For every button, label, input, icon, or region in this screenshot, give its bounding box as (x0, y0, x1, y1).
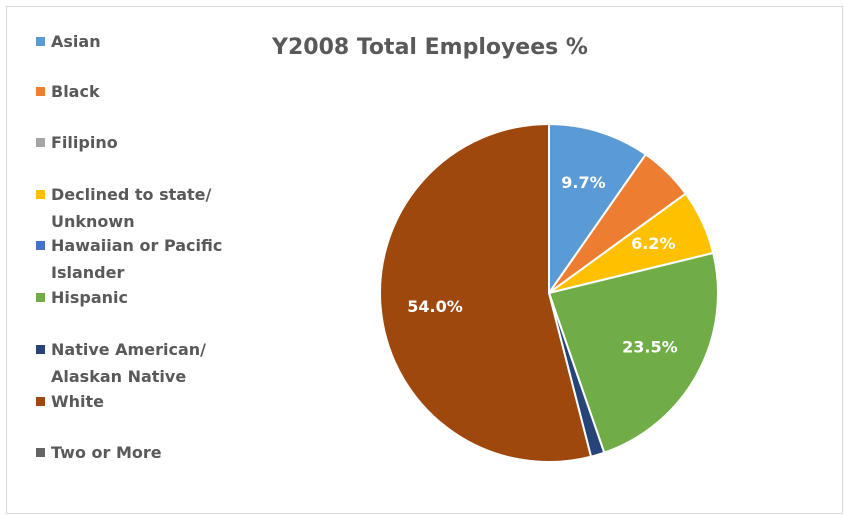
legend-item: Hawaiian or Pacific Islander (36, 232, 236, 286)
legend-label: White (51, 392, 105, 411)
legend-item: Two or More (36, 439, 236, 466)
legend-swatch (36, 345, 45, 354)
data-label: 6.2% (631, 234, 675, 253)
data-label: 23.5% (622, 338, 678, 357)
legend-swatch (36, 87, 45, 96)
legend-swatch (36, 448, 45, 457)
legend-item: Asian (36, 28, 236, 55)
legend-item: Hispanic (36, 284, 236, 311)
legend-item: Native American/ Alaskan Native (36, 336, 236, 390)
data-label: 9.7% (561, 173, 605, 192)
legend-item: Declined to state/ Unknown (36, 181, 236, 235)
legend-item: Filipino (36, 129, 236, 156)
chart-title: Y2008 Total Employees % (271, 35, 588, 60)
legend-label: Filipino (51, 133, 118, 152)
legend-label: Black (51, 82, 100, 101)
pie-slice (548, 122, 648, 297)
legend-item: Black (36, 78, 236, 105)
legend-swatch (36, 241, 45, 250)
legend-swatch (36, 190, 45, 199)
legend-swatch (36, 293, 45, 302)
data-label: 54.0% (407, 297, 463, 316)
pie-slice (379, 122, 593, 463)
frame (6, 6, 843, 514)
legend-item: White (36, 388, 236, 415)
legend-swatch (36, 138, 45, 147)
legend-label: Asian (51, 32, 101, 51)
pie-slice (547, 251, 719, 454)
legend-label: Hispanic (51, 288, 129, 307)
legend-label: Hawaiian or Pacific Islander (51, 236, 223, 282)
legend-label: Native American/ Alaskan Native (51, 340, 206, 386)
legend-label: Two or More (51, 443, 162, 462)
legend-label: Declined to state/ Unknown (51, 185, 212, 231)
legend-swatch (36, 397, 45, 406)
legend-swatch (36, 37, 45, 46)
